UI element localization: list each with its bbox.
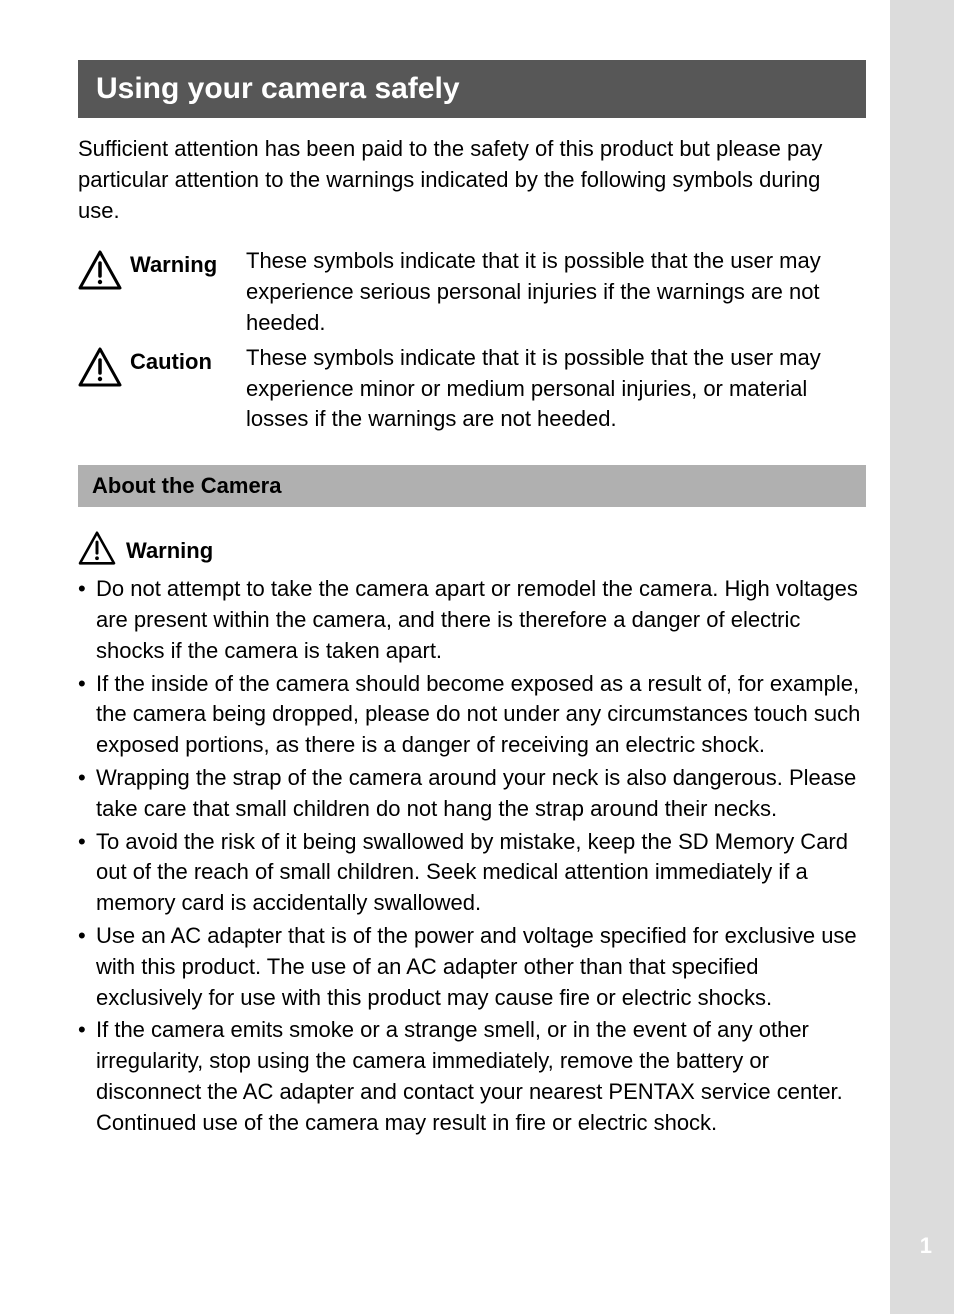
bullet-text: Wrapping the strap of the camera around … xyxy=(96,763,866,825)
bullet-marker: • xyxy=(78,1015,96,1138)
bullet-marker: • xyxy=(78,763,96,825)
bullet-item: • To avoid the risk of it being swallowe… xyxy=(78,827,866,919)
caution-triangle-icon xyxy=(78,347,122,392)
bullet-marker: • xyxy=(78,827,96,919)
bullet-item: • Use an AC adapter that is of the power… xyxy=(78,921,866,1013)
bullet-text: Use an AC adapter that is of the power a… xyxy=(96,921,866,1013)
bullet-text: To avoid the risk of it being swallowed … xyxy=(96,827,866,919)
warning-heading: Warning xyxy=(78,531,890,570)
warning-heading-text: Warning xyxy=(126,538,213,564)
page-content: Using your camera safely Sufficient atte… xyxy=(0,0,890,1139)
bullet-item: • Do not attempt to take the camera apar… xyxy=(78,574,866,666)
bullet-item: • If the inside of the camera should bec… xyxy=(78,669,866,761)
bullet-item: • Wrapping the strap of the camera aroun… xyxy=(78,763,866,825)
symbol-row-warning: Warning These symbols indicate that it i… xyxy=(78,246,866,338)
section-header: Using your camera safely xyxy=(78,60,866,118)
subsection-header: About the Camera xyxy=(78,465,866,507)
right-sidebar: 1 xyxy=(890,0,954,1314)
warning-bullet-list: • Do not attempt to take the camera apar… xyxy=(78,574,866,1138)
symbol-definitions: Warning These symbols indicate that it i… xyxy=(78,246,866,435)
bullet-marker: • xyxy=(78,574,96,666)
intro-paragraph: Sufficient attention has been paid to th… xyxy=(78,134,866,226)
page-number: 1 xyxy=(920,1233,932,1259)
warning-icon-cell xyxy=(78,246,130,295)
bullet-marker: • xyxy=(78,669,96,761)
bullet-text: If the camera emits smoke or a strange s… xyxy=(96,1015,866,1138)
bullet-item: • If the camera emits smoke or a strange… xyxy=(78,1015,866,1138)
bullet-marker: • xyxy=(78,921,96,1013)
caution-description: These symbols indicate that it is possib… xyxy=(246,343,866,435)
warning-heading-icon xyxy=(78,531,116,570)
warning-description: These symbols indicate that it is possib… xyxy=(246,246,866,338)
warning-triangle-icon xyxy=(78,250,122,295)
bullet-text: If the inside of the camera should becom… xyxy=(96,669,866,761)
bullet-text: Do not attempt to take the camera apart … xyxy=(96,574,866,666)
symbol-row-caution: Caution These symbols indicate that it i… xyxy=(78,343,866,435)
caution-label: Caution xyxy=(130,343,246,375)
warning-label: Warning xyxy=(130,246,246,278)
caution-icon-cell xyxy=(78,343,130,392)
